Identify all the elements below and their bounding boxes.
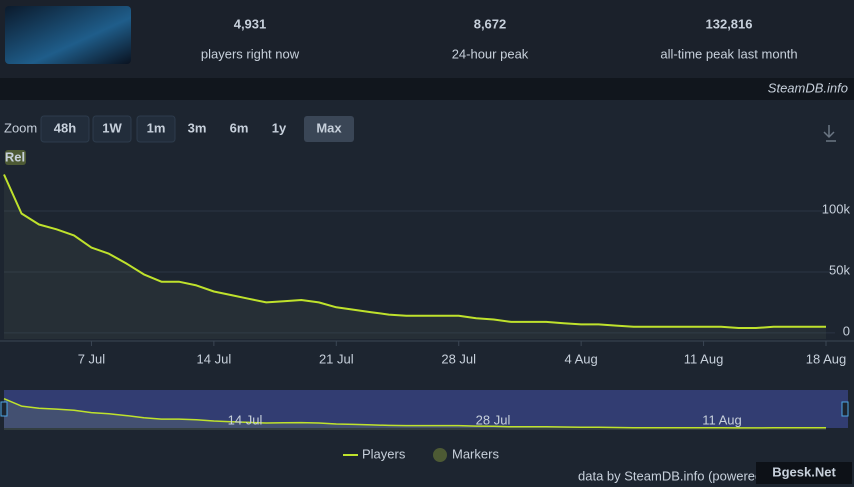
zoom-button[interactable]: 1W bbox=[102, 120, 122, 135]
legend-swatch bbox=[433, 448, 447, 462]
x-tick-label: 21 Jul bbox=[319, 351, 354, 366]
navigator-label: 11 Aug bbox=[702, 412, 742, 427]
area bbox=[4, 174, 826, 339]
source-strip bbox=[0, 78, 854, 100]
x-tick-label: 7 Jul bbox=[78, 351, 106, 366]
stat-label: all-time peak last month bbox=[660, 46, 797, 61]
line bbox=[3, 174, 826, 329]
x-tick-label: 28 Jul bbox=[441, 351, 476, 366]
zoom-button[interactable]: 48h bbox=[54, 120, 76, 135]
legend-label[interactable]: Players bbox=[362, 446, 406, 461]
line bbox=[3, 398, 826, 429]
area bbox=[4, 398, 826, 430]
y-tick-label: 0 bbox=[843, 323, 850, 338]
zoom-button-bg[interactable] bbox=[40, 115, 90, 143]
footer-text: data by SteamDB.info (powered by bbox=[578, 468, 780, 483]
zoom-button-bg[interactable] bbox=[304, 116, 354, 142]
zoom-button[interactable]: 1y bbox=[272, 120, 287, 135]
release-marker[interactable] bbox=[5, 150, 26, 165]
stat-label: players right now bbox=[201, 46, 300, 61]
zoom-button[interactable]: 1m bbox=[147, 120, 166, 135]
download-icon[interactable] bbox=[823, 125, 836, 142]
stats-bar bbox=[0, 0, 854, 78]
zoom-button[interactable]: 3m bbox=[188, 120, 207, 135]
zoom-button-bg[interactable] bbox=[136, 115, 176, 143]
game-thumbnail[interactable] bbox=[5, 6, 131, 64]
navigator-handle[interactable] bbox=[0, 401, 8, 417]
x-tick-label: 11 Aug bbox=[684, 351, 724, 366]
navigator-label: 14 Jul bbox=[228, 412, 263, 427]
zoom-button[interactable]: Max bbox=[316, 120, 342, 135]
y-tick-label: 100k bbox=[822, 201, 851, 216]
zoom-button[interactable]: 6m bbox=[230, 120, 249, 135]
zoom-label: Zoom bbox=[4, 120, 37, 135]
stat-value: 4,931 bbox=[234, 16, 267, 31]
source[interactable]: SteamDB.info bbox=[768, 80, 848, 95]
release-marker-label: Rel bbox=[5, 149, 25, 164]
stat-value: 132,816 bbox=[706, 16, 753, 31]
x-tick-label: 14 Jul bbox=[197, 351, 232, 366]
navigator-label: 28 Jul bbox=[476, 412, 511, 427]
watermark: Bgesk.Net bbox=[772, 464, 836, 479]
stat-label: 24-hour peak bbox=[452, 46, 529, 61]
navigator-handle[interactable] bbox=[841, 401, 849, 417]
zoom-button-bg[interactable] bbox=[92, 115, 132, 143]
stat-value: 8,672 bbox=[474, 16, 507, 31]
watermark-bg bbox=[756, 462, 852, 484]
legend-label[interactable]: Markers bbox=[452, 446, 499, 461]
navigator[interactable] bbox=[4, 390, 848, 428]
y-tick-label: 50k bbox=[829, 262, 850, 277]
x-tick-label: 4 Aug bbox=[565, 351, 598, 366]
x-tick-label: 18 Aug bbox=[806, 351, 847, 366]
